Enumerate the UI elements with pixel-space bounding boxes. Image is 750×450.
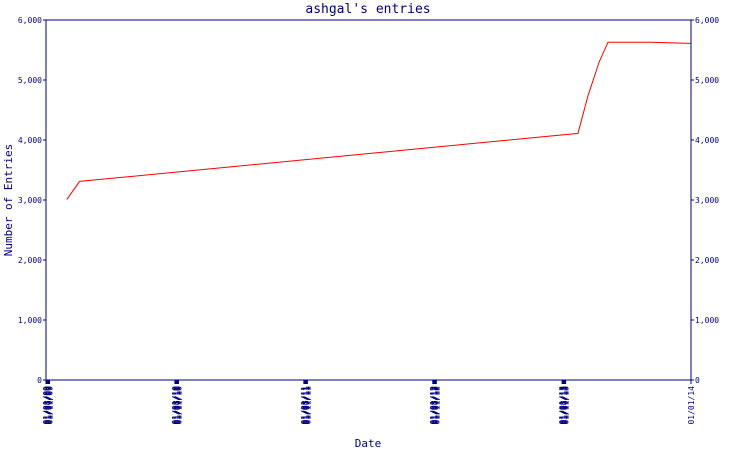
y-tick-label: 4,000 [18, 136, 42, 145]
x-tick-label: 01/07/09 [44, 386, 53, 425]
y2-tick-label: 3,000 [695, 196, 719, 205]
x-tick-label: 01/01/10 [171, 386, 180, 425]
x-tick-label: 01/03/13 [559, 386, 568, 425]
y-tick-label: 1,000 [18, 316, 42, 325]
chart-title: ashgal's entries [305, 2, 430, 17]
x-axis-label: Date [355, 437, 382, 450]
x-tick-label: 01/01/13 [558, 386, 567, 425]
x-tick-label: 01/09/09 [45, 386, 54, 425]
x-tick-label: 01/07/13 [560, 386, 569, 425]
x-tick-label: 01/05/10 [172, 386, 181, 425]
y-tick-label: 3,000 [18, 196, 42, 205]
x-tick-label: 01/01/14 [687, 386, 696, 425]
x-tick-label: 01/05/09 [43, 386, 52, 425]
y2-tick-label: 1,000 [695, 316, 719, 325]
x-tick-label: 01/11/10 [174, 386, 183, 425]
x-tick-label: 01/07/11 [302, 386, 311, 425]
plot-frame [45, 19, 692, 381]
x-tick-label: 01/11/12 [432, 386, 441, 425]
x-tick-label: 01/07/10 [173, 386, 182, 425]
x-tick-label: 01/03/09 [43, 386, 52, 425]
x-tick-label: 01/05/12 [430, 386, 439, 425]
y2-tick-label: 6,000 [695, 16, 719, 25]
x-tick-label: 01/01/09 [42, 386, 51, 425]
x-tick-label: 01/05/11 [301, 386, 310, 425]
x-tick-label: 01/03/12 [429, 386, 438, 425]
y-tick-label: 0 [37, 376, 42, 385]
y-tick-label: 5,000 [18, 76, 42, 85]
y-axis-label: Number of Entries [2, 144, 15, 257]
y-tick-label: 6,000 [18, 16, 42, 25]
x-tick-label: 01/09/13 [561, 386, 570, 425]
y2-tick-label: 5,000 [695, 76, 719, 85]
x-tick-label: 01/09/12 [432, 386, 441, 425]
x-tick-label: 01/09/10 [174, 386, 183, 425]
x-tick-label: 01/01/12 [429, 386, 438, 425]
x-tick-label: 01/05/13 [559, 386, 568, 425]
y-tick-label: 2,000 [18, 256, 42, 265]
x-tick-label: 01/03/10 [172, 386, 181, 425]
x-tick-label: 01/01/11 [300, 386, 309, 425]
x-tick-label: 01/07/12 [431, 386, 440, 425]
x-tick-label: 01/03/11 [301, 386, 310, 425]
data-line [66, 41, 691, 200]
y2-tick-label: 2,000 [695, 256, 719, 265]
y2-tick-label: 0 [695, 376, 700, 385]
x-tick-label: 01/11/09 [46, 386, 55, 425]
y2-tick-label: 4,000 [695, 136, 719, 145]
x-tick-label: 01/09/11 [303, 386, 312, 425]
x-tick-label: 01/11/13 [562, 386, 571, 425]
x-tick-label: 01/11/11 [303, 386, 312, 425]
